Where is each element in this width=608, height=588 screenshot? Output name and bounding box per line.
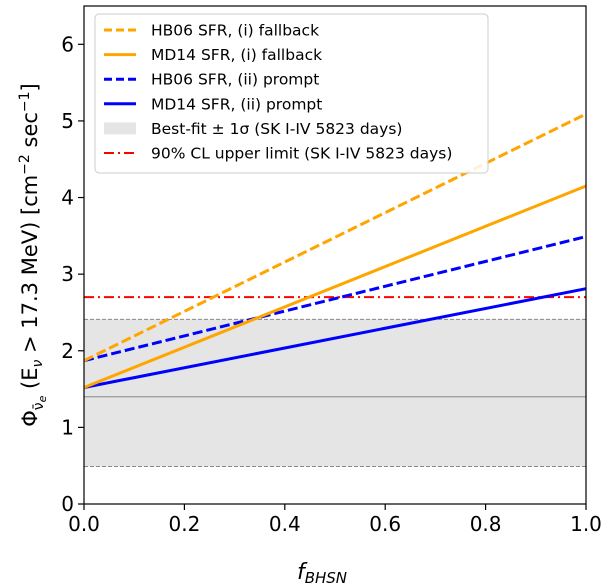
y-tick-label: 0 <box>61 492 74 516</box>
legend-label-6: 90% CL upper limit (SK I-IV 5823 days) <box>151 145 452 163</box>
y-tick-label: 4 <box>61 186 74 210</box>
y-tick-label: 3 <box>61 262 74 286</box>
series-line-1 <box>83 112 587 363</box>
y-tick-label: 1 <box>61 415 74 439</box>
legend-label-3: HB06 SFR, (ii) prompt <box>151 71 319 89</box>
legend-label-4: MD14 SFR, (ii) prompt <box>151 95 322 113</box>
x-tick-label: 0.8 <box>470 512 502 536</box>
y-axis-label: Φν̄e (Eν > 17.3 MeV) [cm−2 sec−1] <box>17 83 49 427</box>
plot-frame <box>83 5 587 505</box>
y-tick-label: 2 <box>61 339 74 363</box>
legend-handle-band <box>104 122 136 135</box>
legend-label-5: Best-fit ± 1σ (SK I-IV 5823 days) <box>151 120 402 138</box>
series-line-4 <box>83 287 587 389</box>
x-tick-label: 0.0 <box>68 512 100 536</box>
x-tick-label: 1.0 <box>570 512 602 536</box>
best-fit-band-layer <box>84 318 586 467</box>
legend: HB06 SFR, (i) fallback MD14 SFR, (i) fall… <box>94 13 489 174</box>
legend-label-2: MD14 SFR, (i) fallback <box>151 46 322 64</box>
legend-box <box>94 13 489 174</box>
series-layer <box>83 112 587 389</box>
series-line-3 <box>83 235 587 363</box>
x-tick-label: 0.6 <box>369 512 401 536</box>
x-axis-label: fBHSN <box>297 560 347 587</box>
ticks-layer: 0.0 0.2 0.4 0.6 0.8 1.0 0 1 2 3 4 5 6 <box>61 32 602 536</box>
best-fit-band <box>84 319 586 467</box>
x-tick-label: 0.2 <box>168 512 200 536</box>
x-tick-label: 0.4 <box>269 512 301 536</box>
series-line-2 <box>83 184 587 389</box>
legend-label-1: HB06 SFR, (i) fallback <box>151 22 319 40</box>
y-tick-label: 5 <box>61 109 74 133</box>
y-tick-label: 6 <box>61 32 74 56</box>
